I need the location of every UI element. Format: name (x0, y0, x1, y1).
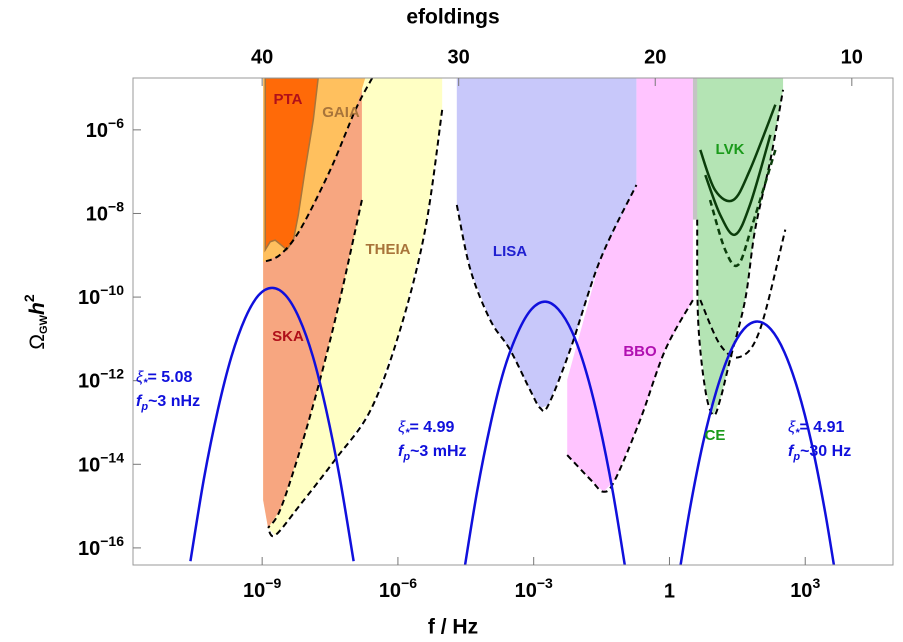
annotation-symbol: ξ (398, 419, 406, 436)
tick-label: 10−9 (243, 575, 281, 603)
annotation-sub: p (792, 451, 800, 463)
y-title-part: h (26, 302, 49, 315)
tick-label: 1 (664, 580, 675, 602)
sensitivity-curve (267, 109, 444, 538)
tick-base: 10 (78, 371, 100, 393)
tick-label: 10−3 (515, 575, 553, 603)
tick-base: 10 (86, 204, 108, 226)
tick-exp: 3 (812, 575, 820, 591)
region-label: CE (705, 427, 726, 444)
y-title-part: GW (38, 314, 50, 334)
tick-label: 30 (448, 46, 470, 68)
annotation-text: ~30 Hz (800, 443, 851, 460)
annotation-symbol: f (398, 443, 405, 460)
tick-label: 10 (841, 46, 863, 68)
tick-label: 10−14 (78, 449, 124, 477)
annotation-text: ~3 nHz (148, 393, 200, 410)
curve-label: LVK (716, 141, 745, 158)
curve (679, 320, 836, 565)
annotation-text: ~3 mHz (410, 443, 466, 460)
region-label: GAIA (322, 104, 360, 121)
region-label: SKA (272, 328, 304, 345)
y-title-part: 2 (21, 294, 37, 302)
tick-label: 10−6 (86, 115, 124, 143)
annotation-symbol: ξ (136, 369, 144, 386)
sensitivity-curve (699, 229, 787, 359)
region-label: THEIA (366, 241, 411, 258)
sensitivity-curve (566, 299, 694, 493)
tick-exp: −14 (100, 449, 124, 465)
labels: THEIA SKA GAIA PTA BBO LISA CE LVK (272, 91, 744, 444)
annotation-sub: * (795, 427, 800, 439)
tick-base: 10 (515, 580, 537, 602)
tick-label: 10−12 (78, 365, 124, 393)
tick-label: 10−16 (78, 533, 124, 561)
region (567, 78, 693, 492)
annotation-sub: p (140, 401, 148, 413)
annotation: ξ*= 4.91 (788, 419, 844, 439)
region (264, 78, 319, 253)
tick-base: 10 (78, 538, 100, 560)
curve (699, 104, 777, 203)
axes: 10−9 10−6 10−3 1 10310−610−810−1010−1210−141… (78, 46, 863, 602)
tick-exp: −6 (401, 575, 417, 591)
annotation: fp~3 mHz (398, 443, 467, 463)
tick-base: 10 (78, 287, 100, 309)
tick-exp: −8 (108, 198, 124, 214)
region (697, 78, 784, 416)
annotation-symbol: f (788, 443, 795, 460)
tick-exp: −10 (100, 282, 124, 298)
tick-exp: −3 (537, 575, 553, 591)
curve (463, 300, 627, 565)
annotation: fp~3 nHz (136, 393, 200, 413)
tick-label: 10−10 (78, 282, 124, 310)
plot-area (189, 78, 836, 565)
sensitivity-curve (262, 78, 374, 263)
top-axis-title: efoldings (406, 6, 499, 29)
tick-label: 40 (251, 46, 273, 68)
y-title-part: Ω (26, 334, 49, 350)
annotation: ξ*= 4.99 (398, 419, 454, 439)
tick-base: 10 (790, 580, 812, 602)
tick-label: 10−8 (86, 198, 124, 226)
sensitivity-curve (455, 184, 638, 413)
tick-exp: −6 (108, 115, 124, 131)
tick-exp: −9 (265, 575, 281, 591)
tick-label: 20 (644, 46, 666, 68)
curve (704, 134, 772, 237)
annotation-sub: p (402, 451, 410, 463)
annotation-sub: * (405, 427, 410, 439)
annotation-symbol: f (136, 393, 143, 410)
y-axis-title: ΩGWh2 (21, 294, 50, 349)
annotation: fp~30 Hz (788, 443, 851, 463)
curve (189, 286, 355, 562)
curve (708, 149, 777, 268)
tick-base: 10 (379, 580, 401, 602)
tick-exp: −12 (100, 365, 124, 381)
sensitivity-curve (267, 199, 363, 529)
tick-exp: −16 (100, 533, 124, 549)
region (456, 78, 637, 409)
annotation-sub: * (143, 377, 148, 389)
annotation-text: = 4.91 (799, 419, 844, 436)
region-label: LISA (493, 243, 527, 260)
annotation-symbol: ξ (788, 419, 796, 436)
tick-base: 10 (243, 580, 265, 602)
frame (132, 77, 894, 566)
annotation: ξ*= 5.08 (136, 369, 192, 389)
sensitivity-curve (696, 89, 785, 417)
region-label: BBO (623, 343, 657, 360)
region-label: PTA (274, 91, 303, 108)
x-axis-title: f / Hz (428, 616, 478, 639)
tick-label: 103 (790, 575, 820, 603)
tick-base: 10 (78, 455, 100, 477)
annotation-text: = 4.99 (409, 419, 454, 436)
annotation-text: = 5.08 (147, 369, 192, 386)
tick-base: 10 (86, 120, 108, 142)
tick-label: 10−6 (379, 575, 417, 603)
